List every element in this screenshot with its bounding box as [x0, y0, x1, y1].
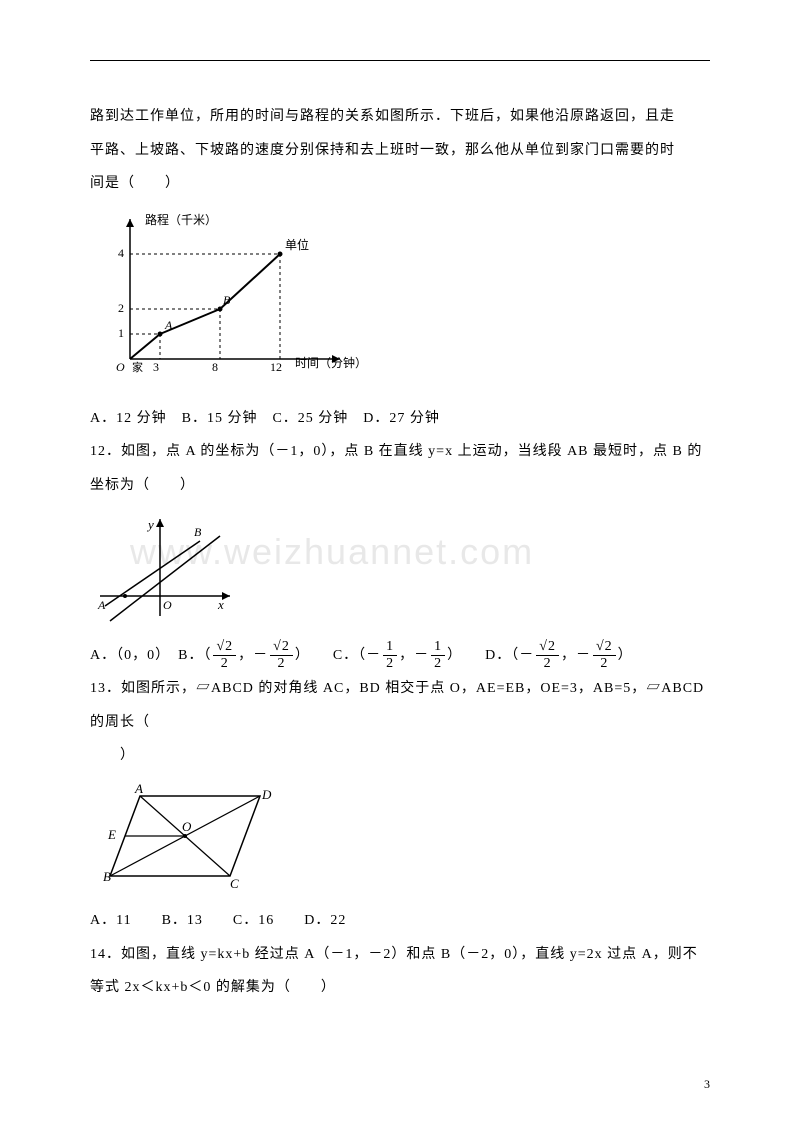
svg-text:B: B	[194, 525, 202, 539]
svg-text:1: 1	[118, 326, 124, 340]
q14-line2: 等式 2x＜kx+b＜0 的解集为（ ）	[90, 971, 710, 1005]
svg-text:B: B	[223, 293, 231, 307]
svg-text:O: O	[163, 598, 172, 612]
q13-options: A．11 B．13 C．16 D．22	[90, 904, 710, 938]
svg-text:D: D	[261, 787, 272, 802]
svg-text:A: A	[134, 781, 143, 796]
q13-line1: 13．如图所示，▱ABCD 的对角线 AC，BD 相交于点 O，AE=EB，OE…	[90, 672, 710, 739]
q13-chart: A D C B E O	[90, 781, 710, 896]
page-number: 3	[704, 1077, 710, 1092]
q13-line2: ）	[90, 739, 710, 773]
q12-line1: 12．如图，点 A 的坐标为（－1，0），点 B 在直线 y=x 上运动，当线段…	[90, 435, 710, 469]
svg-text:y: y	[146, 517, 154, 532]
q11-text-line1: 路到达工作单位，所用的时间与路程的关系如图所示．下班后，如果他沿原路返回，且走	[90, 100, 710, 134]
svg-text:4: 4	[118, 246, 124, 260]
q11-text-line3: 间是（ ）	[90, 167, 710, 201]
chart-ylabel: 路程（千米）	[145, 212, 217, 227]
svg-text:单位: 单位	[285, 237, 309, 252]
svg-text:O: O	[116, 360, 125, 374]
q14-line1: 14．如图，直线 y=kx+b 经过点 A（－1，－2）和点 B（－2，0），直…	[90, 938, 710, 972]
svg-text:12: 12	[270, 360, 282, 374]
svg-text:E: E	[107, 827, 116, 842]
q12-options: A．（0，0） B．（√22，－√22） C．（－12，－12） D．（－√22…	[90, 639, 710, 673]
q11-text-line2: 平路、上坡路、下坡路的速度分别保持和去上班时一致，那么他从单位到家门口需要的时	[90, 134, 710, 168]
svg-text:O: O	[182, 819, 192, 834]
svg-text:8: 8	[212, 360, 218, 374]
svg-text:x: x	[217, 597, 224, 612]
svg-text:B: B	[103, 869, 111, 884]
q12-line2: 坐标为（ ）	[90, 469, 710, 503]
svg-text:A: A	[164, 318, 173, 332]
q11-options: A．12 分钟 B．15 分钟 C．25 分钟 D．27 分钟	[90, 402, 710, 436]
svg-text:家: 家	[132, 360, 143, 374]
q12-chart: y x O A B	[90, 511, 710, 631]
q11-chart: 路程（千米） 4 2 1 O 家 3 8 12 时间（分钟） A	[90, 209, 710, 394]
svg-text:3: 3	[153, 360, 159, 374]
svg-text:C: C	[230, 876, 239, 891]
svg-text:A: A	[97, 598, 106, 612]
svg-text:2: 2	[118, 301, 124, 315]
svg-text:时间（分钟）: 时间（分钟）	[295, 355, 367, 370]
